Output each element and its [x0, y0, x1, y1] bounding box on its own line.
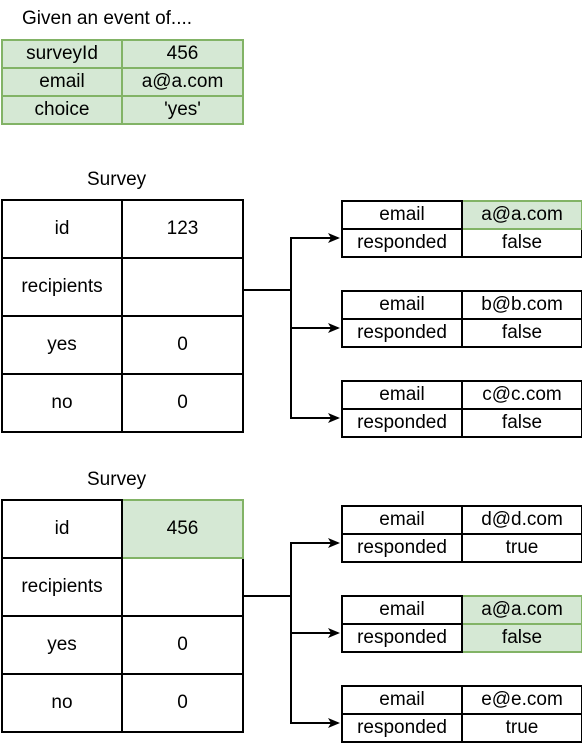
survey-title: Survey [87, 169, 147, 190]
survey-table: id 123 recipients yes 0 no 0 [1, 199, 244, 433]
survey-value: 123 [121, 199, 244, 259]
event-value: 456 [121, 39, 244, 69]
recipient-row-responded: responded false [341, 408, 582, 438]
recipient-key: email [341, 685, 463, 715]
recipient-key: email [341, 290, 463, 320]
connector-line [290, 596, 340, 638]
survey-key: recipients [1, 557, 123, 617]
event-table: surveyId 456 email a@a.com choice 'yes' [1, 39, 244, 125]
survey-key: yes [1, 315, 123, 375]
recipient-row-responded: responded false [341, 318, 582, 348]
survey-value: 0 [121, 373, 244, 433]
event-key: choice [1, 95, 123, 125]
survey-row-recipients: recipients [1, 557, 244, 617]
recipient-key: responded [341, 228, 463, 258]
recipient-key: responded [341, 623, 463, 653]
recipient-value: false [461, 408, 582, 438]
recipient-table: email d@d.com responded true [341, 505, 582, 563]
recipient-row-responded: responded true [341, 713, 582, 743]
recipient-key: responded [341, 318, 463, 348]
survey-row-no: no 0 [1, 373, 244, 433]
recipient-row-email: email c@c.com [341, 380, 582, 410]
survey-value: 0 [121, 615, 244, 675]
survey-row-recipients: recipients [1, 257, 244, 317]
survey-value [121, 257, 244, 317]
recipient-row-email: email a@a.com [341, 200, 582, 230]
recipient-row-responded: responded false [341, 623, 582, 653]
recipient-value: d@d.com [461, 505, 582, 535]
survey-row-yes: yes 0 [1, 615, 244, 675]
recipient-row-responded: responded false [341, 228, 582, 258]
event-row-email: email a@a.com [1, 67, 244, 97]
recipient-row-responded: responded true [341, 533, 582, 563]
event-title: Given an event of.... [22, 8, 193, 29]
recipient-table: email a@a.com responded false [341, 200, 582, 258]
recipient-value: false [461, 623, 582, 653]
survey-table: id 456 recipients yes 0 no 0 [1, 499, 244, 733]
survey-value: 0 [121, 315, 244, 375]
survey-title: Survey [87, 469, 147, 490]
recipient-table: email b@b.com responded false [341, 290, 582, 348]
survey-key: id [1, 199, 123, 259]
event-row-choice: choice 'yes' [1, 95, 244, 125]
recipient-table: email c@c.com responded false [341, 380, 582, 438]
recipient-value: e@e.com [461, 685, 582, 715]
survey-value [121, 557, 244, 617]
recipient-row-email: email a@a.com [341, 595, 582, 625]
recipient-row-email: email b@b.com [341, 290, 582, 320]
recipient-value: b@b.com [461, 290, 582, 320]
recipient-value: false [461, 228, 582, 258]
recipient-key: email [341, 505, 463, 535]
recipient-row-email: email d@d.com [341, 505, 582, 535]
event-value: a@a.com [121, 67, 244, 97]
event-key: email [1, 67, 123, 97]
recipient-key: responded [341, 713, 463, 743]
recipient-value: a@a.com [461, 200, 582, 230]
survey-row-no: no 0 [1, 673, 244, 733]
recipient-value: false [461, 318, 582, 348]
survey-key: id [1, 499, 123, 559]
recipient-value: a@a.com [461, 595, 582, 625]
recipient-key: responded [341, 533, 463, 563]
event-key: surveyId [1, 39, 123, 69]
connector-line [242, 538, 340, 597]
survey-key: recipients [1, 257, 123, 317]
survey-row-id: id 456 [1, 499, 244, 559]
connector-line [290, 290, 340, 333]
survey-key: no [1, 373, 123, 433]
connector-line [242, 233, 340, 291]
survey-value: 456 [121, 499, 244, 559]
survey-value: 0 [121, 673, 244, 733]
connector-line [290, 328, 340, 423]
event-row-surveyid: surveyId 456 [1, 39, 244, 69]
survey-key: no [1, 673, 123, 733]
recipient-value: c@c.com [461, 380, 582, 410]
recipient-key: email [341, 380, 463, 410]
recipient-value: true [461, 533, 582, 563]
recipient-table: email a@a.com responded false [341, 595, 582, 653]
recipient-key: responded [341, 408, 463, 438]
recipient-key: email [341, 200, 463, 230]
recipient-key: email [341, 595, 463, 625]
survey-row-yes: yes 0 [1, 315, 244, 375]
event-value: 'yes' [121, 95, 244, 125]
connector-line [290, 633, 340, 728]
recipient-table: email e@e.com responded true [341, 685, 582, 743]
recipient-value: true [461, 713, 582, 743]
survey-key: yes [1, 615, 123, 675]
recipient-row-email: email e@e.com [341, 685, 582, 715]
survey-row-id: id 123 [1, 199, 244, 259]
